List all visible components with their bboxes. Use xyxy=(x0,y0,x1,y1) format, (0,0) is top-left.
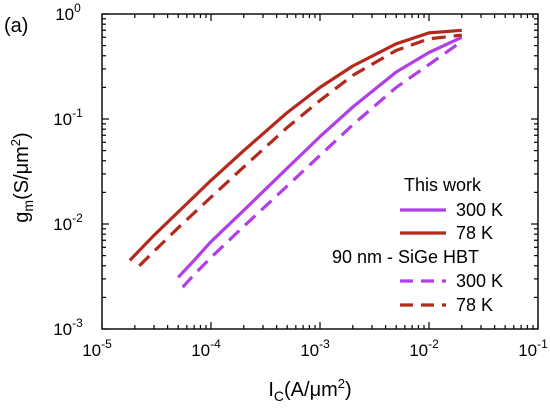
x-tick-label: 10-1 xyxy=(518,337,548,360)
series-layer xyxy=(128,28,463,289)
x-tick-label: 10-3 xyxy=(300,337,330,360)
legend-group-title: This work xyxy=(404,175,482,195)
series-line-2 xyxy=(181,39,463,289)
x-tick-label: 10-4 xyxy=(191,337,221,360)
x-tick-label: 10-5 xyxy=(82,337,112,360)
y-tick-label: 10-3 xyxy=(53,316,83,339)
panel-label: (a) xyxy=(4,15,28,37)
y-tick-label: 10-1 xyxy=(53,106,83,129)
legend-group-title: 90 nm - SiGe HBT xyxy=(332,247,479,267)
y-tick-label: 10-2 xyxy=(53,211,83,234)
y-tick-label: 100 xyxy=(55,1,81,24)
x-axis-title: IC(A/μm2) xyxy=(268,376,351,404)
legend: This work 300 K 78 K 90 nm - SiGe HBT 300 K 7… xyxy=(332,175,503,315)
x-tick-label: 10-2 xyxy=(409,337,439,360)
series-line-1 xyxy=(128,28,462,262)
ticks-layer: 10-5 10-4 10-3 10-2 10-1 10-3 10-2 10-1 100 xyxy=(53,1,548,360)
legend-entry-label: 300 K xyxy=(456,200,503,220)
legend-entry-label: 78 K xyxy=(456,295,493,315)
series-line-0 xyxy=(177,35,463,279)
legend-entry-label: 300 K xyxy=(456,271,503,291)
y-axis-title: gm(S/μm2) xyxy=(8,132,36,222)
legend-entry-label: 78 K xyxy=(456,223,493,243)
series-line-3 xyxy=(138,33,462,267)
